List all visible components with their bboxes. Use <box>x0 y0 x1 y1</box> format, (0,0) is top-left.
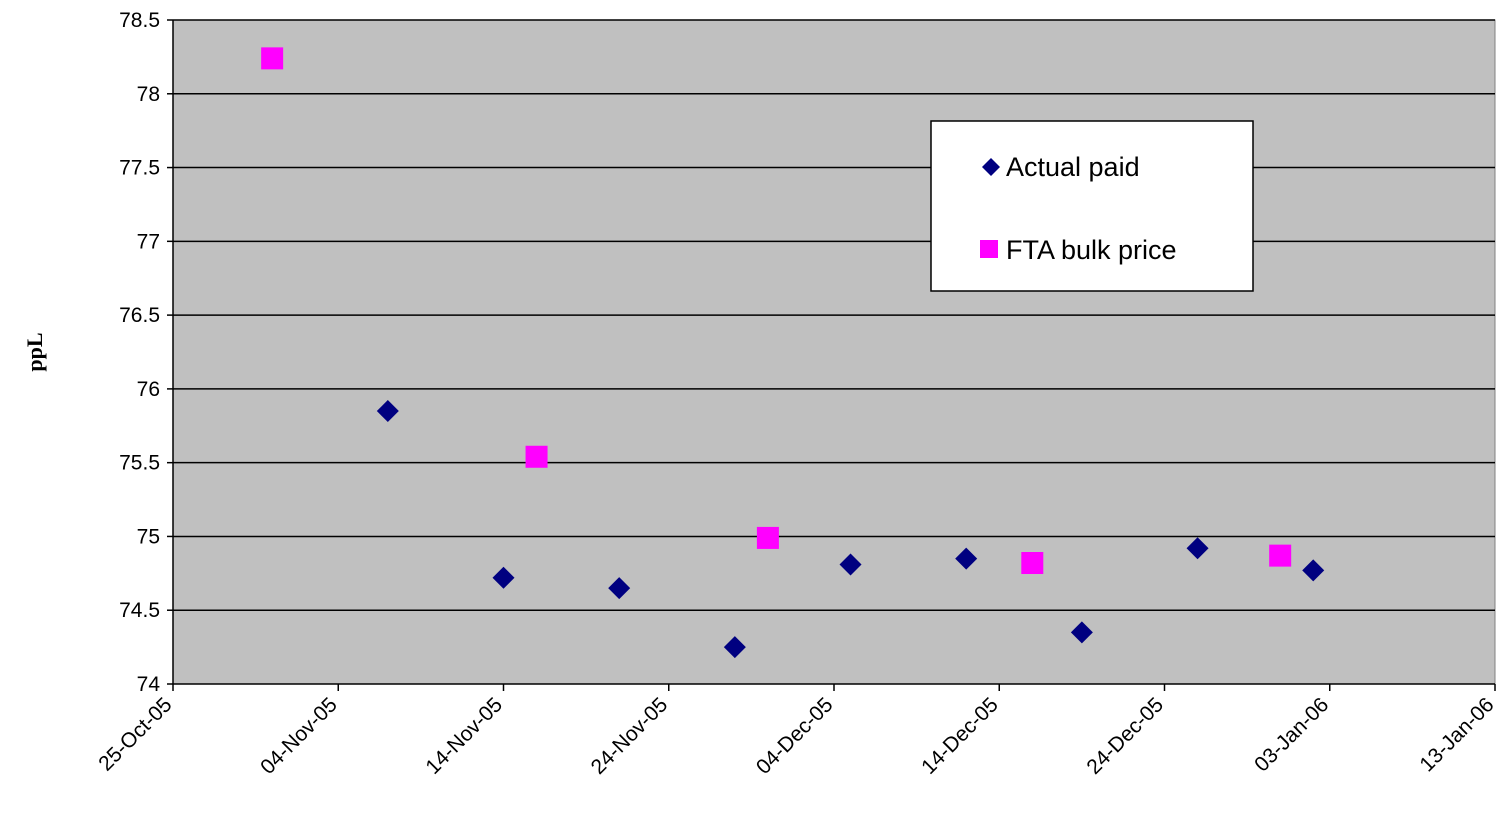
legend-label-actual-paid: Actual paid <box>1006 152 1140 182</box>
actual-paid-point <box>492 566 515 589</box>
data-points <box>261 47 1325 659</box>
y-tick-label: 76.5 <box>119 304 160 327</box>
fta-bulk-price-point <box>756 526 779 549</box>
legend-diamond-icon <box>982 158 1000 176</box>
actual-paid-point <box>839 553 862 576</box>
y-tick-label: 78 <box>137 83 160 106</box>
y-tick-label: 75.5 <box>119 452 160 475</box>
y-tick-label: 78.5 <box>119 9 160 32</box>
x-tick-label: 03-Jan-06 <box>1250 693 1333 776</box>
x-tick-label: 13-Jan-06 <box>1415 693 1497 776</box>
gridlines <box>173 19 1495 611</box>
legend-box <box>930 120 1254 292</box>
fta-bulk-price-point <box>261 47 284 70</box>
x-tick-labels: 25-Oct-05 04-Nov-05 14-Nov-05 24-Nov-05 04-D… <box>94 693 1497 779</box>
actual-paid-point <box>1070 621 1093 644</box>
y-tick-label: 76 <box>137 378 160 401</box>
actual-paid-point <box>376 400 399 423</box>
actual-paid-point <box>1186 537 1209 560</box>
y-tick-label: 77 <box>137 230 160 253</box>
y-tick-label: 77.5 <box>119 157 160 180</box>
actual-paid-point <box>1302 559 1325 582</box>
y-tick-labels: 74 74.5 75 75.5 76 76.5 77 77.5 78 78.5 <box>119 9 160 696</box>
legend-square-icon <box>980 240 998 258</box>
x-tick-label: 04-Nov-05 <box>256 693 342 779</box>
y-tick-label: 74.5 <box>119 599 160 622</box>
y-axis-title: ppL <box>22 332 47 371</box>
x-tick-label: 14-Dec-05 <box>917 693 1003 779</box>
actual-paid-point <box>723 636 746 659</box>
x-tick-label: 24-Nov-05 <box>587 693 673 779</box>
fta-bulk-price-point <box>525 445 548 468</box>
actual-paid-point <box>608 577 631 600</box>
axes <box>167 19 1496 691</box>
x-tick-label: 24-Dec-05 <box>1082 693 1168 779</box>
plot-area <box>172 19 1496 685</box>
x-tick-label: 25-Oct-05 <box>94 693 176 775</box>
y-tick-label: 75 <box>137 525 160 548</box>
legend: Actual paid FTA bulk price <box>930 120 1254 292</box>
y-tick-label: 74 <box>137 673 161 696</box>
legend-label-fta-bulk-price: FTA bulk price <box>1006 235 1177 265</box>
x-tick-label: 14-Nov-05 <box>421 693 507 779</box>
fta-bulk-price-point <box>1021 552 1044 575</box>
x-tick-label: 04-Dec-05 <box>752 693 838 779</box>
fta-bulk-price-point <box>1269 544 1292 567</box>
actual-paid-point <box>955 547 978 570</box>
